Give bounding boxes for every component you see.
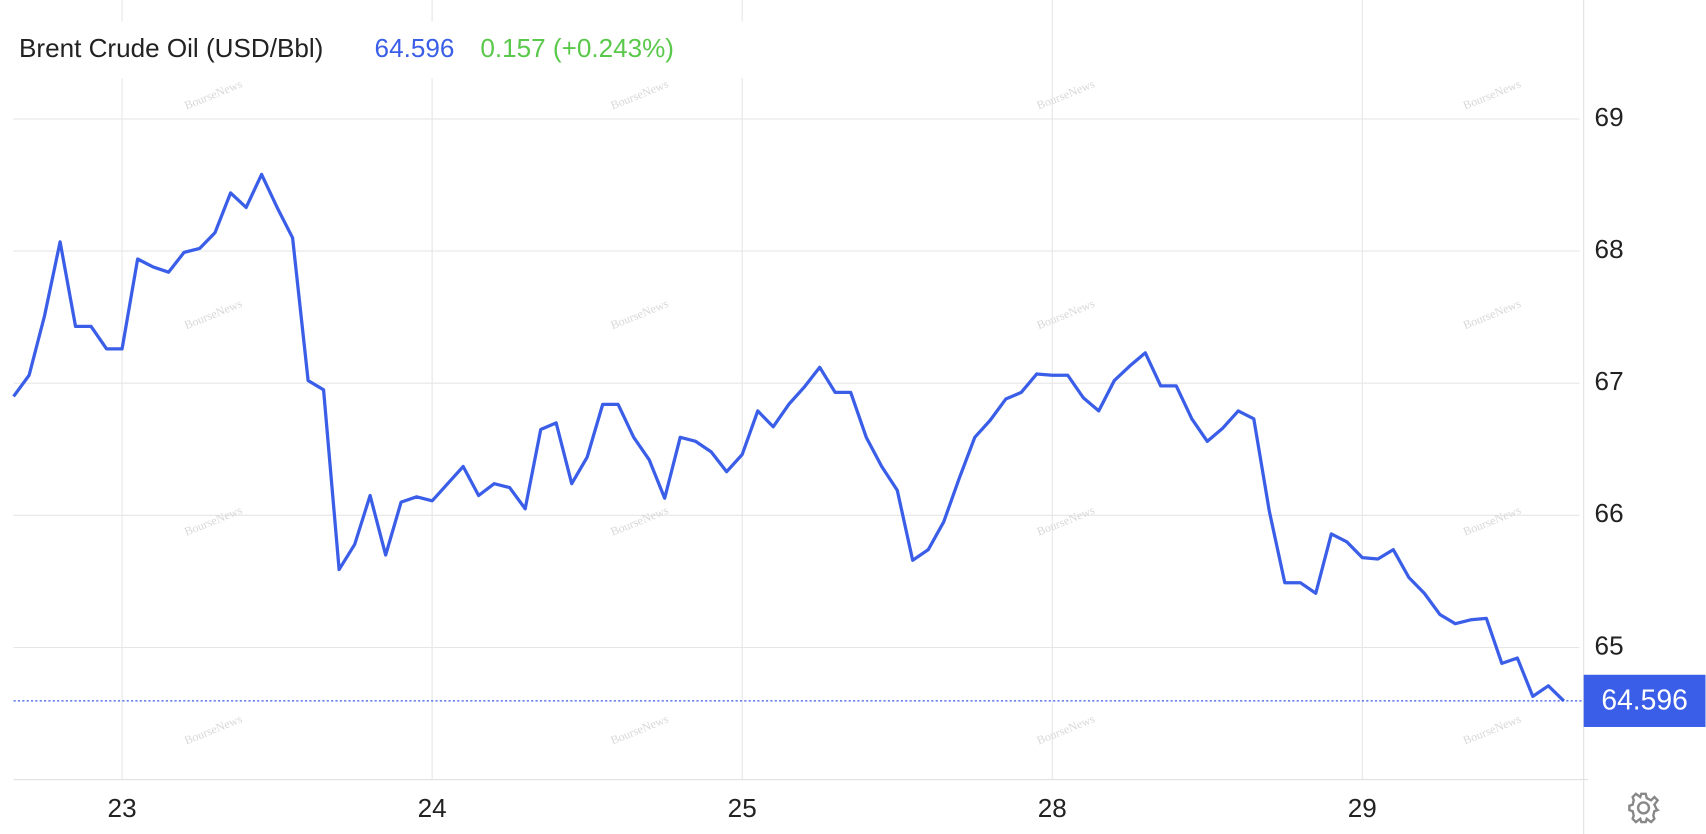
watermark: BourseNews [182, 711, 244, 747]
watermark: BourseNews [608, 76, 670, 112]
y-tick-label: 68 [1595, 234, 1624, 264]
last-price: 64.596 [375, 33, 455, 63]
x-tick-label: 28 [1038, 793, 1067, 823]
last-price-badge [1583, 674, 1706, 727]
chart-title: Brent Crude Oil (USD/Bbl) [19, 33, 323, 63]
plot [12, 172, 1584, 703]
y-tick-label: 66 [1595, 498, 1624, 528]
watermarks: BourseNews BourseNews BourseNews BourseNews… [182, 76, 1523, 747]
x-tick-label: 29 [1348, 793, 1377, 823]
x-tick-label: 25 [728, 793, 757, 823]
price-line [12, 172, 1565, 703]
watermark: BourseNews [1461, 76, 1523, 112]
x-tick-label: 24 [418, 793, 447, 823]
watermark: BourseNews [182, 503, 244, 539]
settings-icon[interactable] [1628, 792, 1660, 824]
watermark: BourseNews [608, 503, 670, 539]
price-change: 0.157 (+0.243%) [480, 33, 674, 63]
x-tick-label: 23 [108, 793, 137, 823]
watermark: BourseNews [1461, 711, 1523, 747]
y-tick-label: 67 [1595, 366, 1624, 396]
watermark: BourseNews [608, 711, 670, 747]
last-price-label: 64.596 [1601, 683, 1687, 715]
y-tick-label: 69 [1595, 102, 1624, 132]
watermark: BourseNews [182, 296, 244, 332]
watermark: BourseNews [1035, 711, 1097, 747]
watermark: BourseNews [182, 76, 244, 112]
header-bg [0, 21, 762, 79]
watermark: BourseNews [1461, 503, 1523, 539]
watermark: BourseNews [1461, 296, 1523, 332]
watermark: BourseNews [1035, 503, 1097, 539]
watermark: BourseNews [608, 296, 670, 332]
watermark: BourseNews [1035, 76, 1097, 112]
watermark: BourseNews [1035, 296, 1097, 332]
y-tick-label: 65 [1595, 630, 1624, 660]
grid [13, 0, 1580, 780]
